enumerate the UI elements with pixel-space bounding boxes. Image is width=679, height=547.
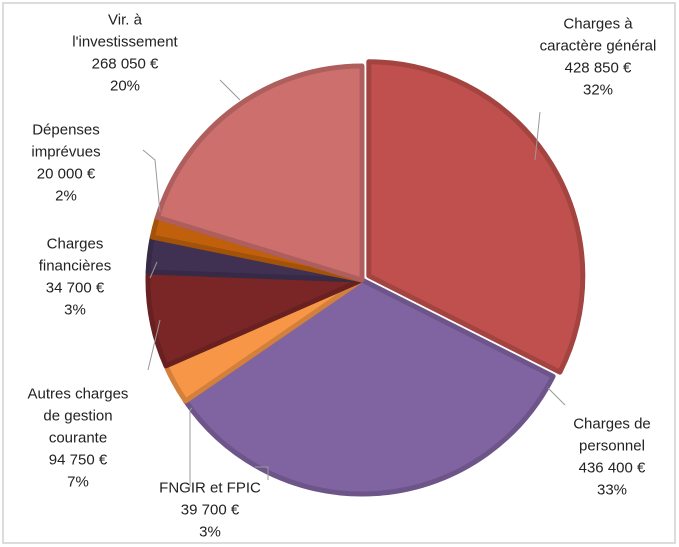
leader-line xyxy=(189,407,193,487)
percent-label: 20% xyxy=(110,77,140,94)
pie-slice xyxy=(183,277,556,497)
value-label: 39 700 € xyxy=(181,501,240,518)
slice-label: Charges xyxy=(47,235,104,252)
leader-line xyxy=(149,261,158,279)
value-label: 34 700 € xyxy=(46,279,105,296)
slice-label: Autres charges xyxy=(28,385,129,402)
slice-label: Charges à xyxy=(563,15,633,32)
leader-line xyxy=(547,387,566,406)
percent-label: 33% xyxy=(597,481,627,498)
slice-label: caractère général xyxy=(540,37,657,54)
slice-label: Vir. à xyxy=(108,11,143,28)
percent-label: 7% xyxy=(67,473,89,490)
value-label: 428 850 € xyxy=(565,59,632,76)
slice-label: Dépenses xyxy=(32,121,100,138)
percent-label: 32% xyxy=(583,81,613,98)
pie-slice xyxy=(366,59,586,375)
leader-line xyxy=(255,466,269,480)
slice-label: courante xyxy=(49,429,107,446)
percent-label: 3% xyxy=(199,523,221,540)
slice-label: imprévues xyxy=(31,143,100,160)
value-label: 94 750 € xyxy=(49,451,108,468)
value-label: 268 050 € xyxy=(92,55,159,72)
leader-line xyxy=(147,319,161,371)
leader-line xyxy=(142,149,161,213)
leader-line xyxy=(534,111,541,161)
slice-label: FNGIR et FPIC xyxy=(159,479,261,496)
value-label: 20 000 € xyxy=(37,165,96,182)
percent-label: 2% xyxy=(55,187,77,204)
slice-label: financières xyxy=(39,257,112,274)
slice-label: de gestion xyxy=(43,407,112,424)
slice-label: l'investissement xyxy=(72,33,178,50)
slice-label: Charges de xyxy=(573,415,651,432)
pie-slice xyxy=(154,63,365,283)
value-label: 436 400 € xyxy=(579,459,646,476)
slice-label: personnel xyxy=(579,437,645,454)
leader-line xyxy=(219,79,241,101)
percent-label: 3% xyxy=(64,301,86,318)
